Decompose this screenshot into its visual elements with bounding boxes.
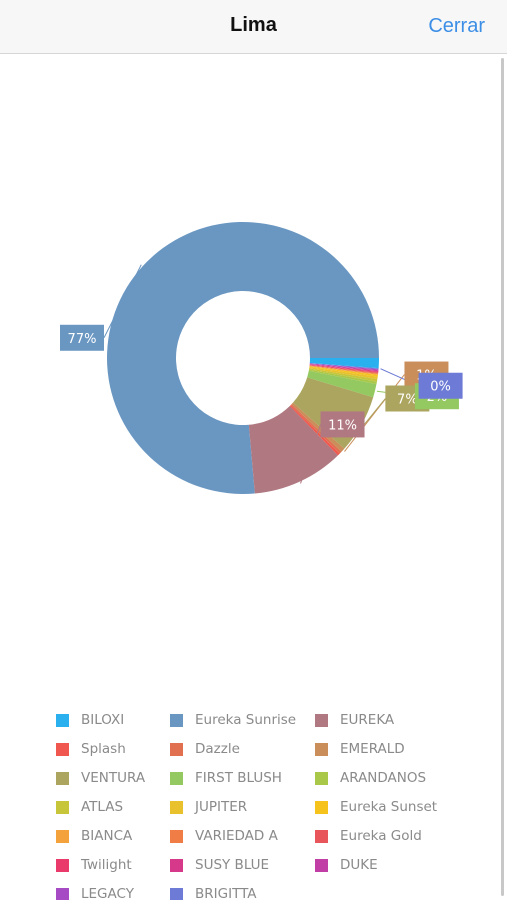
data-label-box-eureka xyxy=(320,411,365,438)
legend-swatch xyxy=(56,713,69,727)
leader-line-ventura xyxy=(362,398,386,426)
legend-label: JUPITER xyxy=(195,799,248,815)
legend-swatch xyxy=(315,858,328,872)
legend-swatch xyxy=(170,742,183,756)
navigation-bar: Lima Cerrar xyxy=(0,0,507,54)
legend-label: DUKE xyxy=(340,857,378,873)
legend-item-arandanos[interactable]: ARANDANOS xyxy=(315,769,455,787)
chart-legend: BILOXI Eureka Sunrise EUREKA Splash Dazzle EM… xyxy=(56,711,476,900)
slice-eureka-sunrise[interactable] xyxy=(106,221,379,494)
data-label-box-eureka-sunrise xyxy=(60,324,104,351)
legend-item-jupiter[interactable]: JUPITER xyxy=(170,798,315,816)
legend-label: ARANDANOS xyxy=(340,770,427,786)
scrollbar[interactable] xyxy=(501,58,504,896)
legend-label: BILOXI xyxy=(81,712,125,728)
legend-swatch xyxy=(56,800,69,814)
legend-swatch xyxy=(315,800,328,814)
legend-swatch xyxy=(170,771,183,785)
legend-swatch xyxy=(170,713,183,727)
legend-item-eureka-sunrise[interactable]: Eureka Sunrise xyxy=(170,711,315,729)
legend-swatch xyxy=(56,829,69,843)
legend-item-twilight[interactable]: Twilight xyxy=(56,856,170,874)
legend-label: Eureka Gold xyxy=(340,828,422,844)
leader-line-eureka xyxy=(300,424,322,484)
legend-label: LEGACY xyxy=(81,886,134,900)
legend-item-susy-blue[interactable]: SUSY BLUE xyxy=(170,856,315,874)
legend-item-splash[interactable]: Splash xyxy=(56,740,170,758)
close-button[interactable]: Cerrar xyxy=(428,15,485,37)
slice-jupiter[interactable] xyxy=(309,367,378,380)
legend-item-brigitta[interactable]: BRIGITTA xyxy=(170,885,315,900)
legend-swatch xyxy=(56,887,69,900)
legend-label: BIANCA xyxy=(81,828,133,844)
legend-label: BRIGITTA xyxy=(195,886,257,900)
legend-label: ATLAS xyxy=(81,799,124,815)
legend-label: Eureka Sunset xyxy=(340,799,438,815)
slice-dazzle[interactable] xyxy=(290,404,342,454)
legend-swatch xyxy=(56,742,69,756)
slice-bianca[interactable] xyxy=(309,365,379,375)
legend-item-bianca[interactable]: BIANCA xyxy=(56,827,170,845)
legend-item-eureka-gold[interactable]: Eureka Gold xyxy=(315,827,455,845)
legend-item-biloxi[interactable]: BILOXI xyxy=(56,711,170,729)
slice-first-blush[interactable] xyxy=(307,370,377,398)
slice-emerald[interactable] xyxy=(291,402,345,452)
legend-item-eureka-sunset[interactable]: Eureka Sunset xyxy=(315,798,455,816)
legend-item-dazzle[interactable]: Dazzle xyxy=(170,740,315,758)
slice-arandanos[interactable] xyxy=(308,369,377,385)
slice-legacy[interactable] xyxy=(309,363,379,370)
legend-swatch xyxy=(170,858,183,872)
slice-eureka-sunset[interactable] xyxy=(309,366,378,377)
data-label-eureka: 11% xyxy=(328,418,357,433)
legend-item-duke[interactable]: DUKE xyxy=(315,856,455,874)
leader-line-eureka-sunrise xyxy=(103,264,142,338)
slice-splash[interactable] xyxy=(289,405,340,456)
legend-swatch xyxy=(170,829,183,843)
legend-label: Twilight xyxy=(81,857,132,873)
slice-susy-blue[interactable] xyxy=(309,364,379,372)
legend-swatch xyxy=(56,858,69,872)
legend-swatch xyxy=(315,829,328,843)
legend-item-eureka[interactable]: EUREKA xyxy=(315,711,455,729)
legend-item-ventura[interactable]: VENTURA xyxy=(56,769,170,787)
slice-eureka-gold[interactable] xyxy=(309,365,379,374)
legend-item-emerald[interactable]: EMERALD xyxy=(315,740,455,758)
data-label-brigitta: 0% xyxy=(430,380,451,395)
legend-swatch xyxy=(315,771,328,785)
legend-swatch xyxy=(170,887,183,900)
slice-twilight[interactable] xyxy=(309,364,379,373)
legend-label: SUSY BLUE xyxy=(195,857,270,873)
legend-label: FIRST BLUSH xyxy=(195,770,282,786)
legend-label: VENTURA xyxy=(81,770,146,786)
slice-eureka[interactable] xyxy=(248,405,338,494)
legend-label: Dazzle xyxy=(195,741,240,757)
slice-biloxi[interactable] xyxy=(309,358,379,369)
slice-duke[interactable] xyxy=(309,363,379,371)
legend-item-legacy[interactable]: LEGACY xyxy=(56,885,170,900)
page-title: Lima xyxy=(230,14,277,36)
slice-variedad-a[interactable] xyxy=(309,365,379,375)
legend-item-first-blush[interactable]: FIRST BLUSH xyxy=(170,769,315,787)
legend-swatch xyxy=(170,800,183,814)
legend-label: Splash xyxy=(81,741,126,757)
slice-brigitta[interactable] xyxy=(309,363,379,370)
data-label-eureka-sunrise: 77% xyxy=(68,332,97,347)
legend-swatch xyxy=(315,713,328,727)
legend-item-variedad-a[interactable]: VARIEDAD A xyxy=(170,827,315,845)
legend-item-atlas[interactable]: ATLAS xyxy=(56,798,170,816)
legend-swatch xyxy=(56,771,69,785)
legend-label: EMERALD xyxy=(340,741,405,757)
legend-label: VARIEDAD A xyxy=(195,828,278,844)
donut-chart: 77%11%1%7%2%0% xyxy=(60,221,463,494)
slice-atlas[interactable] xyxy=(308,368,378,382)
legend-label: EUREKA xyxy=(340,712,395,728)
data-label-box-brigitta xyxy=(418,372,463,399)
legend-label: Eureka Sunrise xyxy=(195,712,297,728)
legend-swatch xyxy=(315,742,328,756)
data-label-ventura: 7% xyxy=(397,393,418,408)
